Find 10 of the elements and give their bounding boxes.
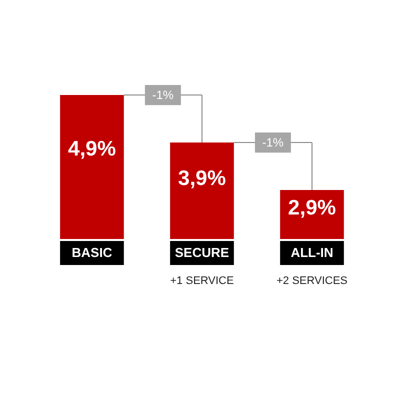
x-tick-label: BASIC xyxy=(72,245,113,260)
data-label: 4,9% xyxy=(68,138,116,161)
text: +2 SERVICES xyxy=(276,275,348,287)
x-tick-label: ALL-IN xyxy=(290,245,334,260)
data-label: 3,9% xyxy=(178,167,226,190)
data-label: 2,9% xyxy=(288,196,336,220)
annotation: -1% xyxy=(152,88,174,102)
annotation: -1% xyxy=(262,136,284,150)
text: +1 SERVICE xyxy=(170,275,234,287)
x-tick-label: SECURE xyxy=(174,245,230,260)
